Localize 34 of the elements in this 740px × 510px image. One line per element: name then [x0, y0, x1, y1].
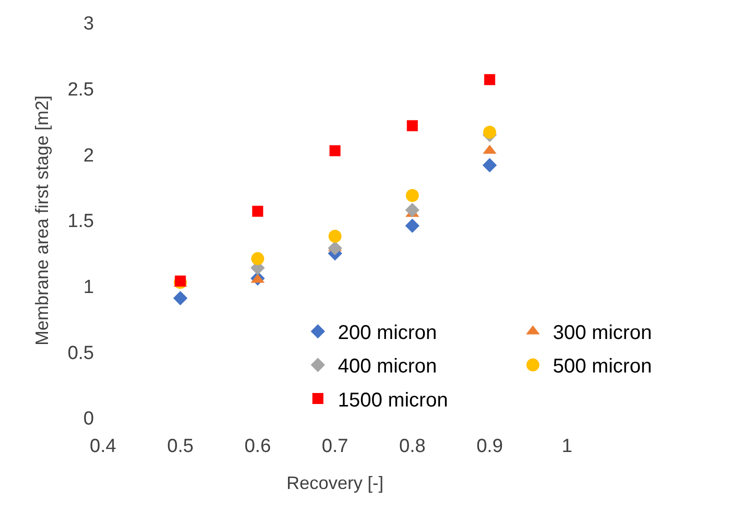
point — [251, 252, 264, 266]
legend-label: 300 micron — [552, 322, 652, 344]
x-axis-title: Recovery [-] — [286, 473, 384, 494]
x-tick-label: 0.5 — [167, 436, 194, 457]
point — [482, 158, 497, 172]
point — [483, 126, 496, 139]
y-tick-label: 1 — [83, 276, 94, 298]
y-tick-label: 0 — [83, 408, 94, 430]
point — [406, 188, 419, 202]
point — [328, 241, 342, 256]
legend-label: 200 micron — [338, 322, 437, 344]
point — [406, 120, 418, 132]
x-tick-label: 1 — [562, 436, 572, 457]
legend-label: 500 micron — [552, 356, 652, 378]
legend-label: 400 micron — [338, 356, 437, 378]
y-tick-label: 2 — [83, 145, 94, 166]
x-tick-label: 0.7 — [322, 436, 348, 457]
y-tick-label: 3 — [83, 14, 94, 35]
x-tick-label: 0.8 — [399, 436, 426, 457]
legend-label: 1500 micron — [338, 389, 448, 412]
point — [405, 202, 420, 218]
y-tick-label: 0.5 — [68, 342, 94, 364]
y-tick-label: 2.5 — [68, 79, 94, 100]
x-tick-label: 0.4 — [90, 436, 117, 457]
point — [328, 230, 342, 243]
point — [252, 206, 264, 217]
y-axis-title: Membrane area first stage [m2] — [32, 95, 52, 346]
x-tick-label: 0.9 — [476, 436, 503, 457]
point — [405, 218, 420, 233]
x-tick-label: 0.6 — [244, 436, 271, 457]
point — [330, 145, 340, 156]
point — [484, 74, 496, 86]
y-tick-label: 1.5 — [68, 211, 94, 232]
point — [173, 291, 188, 306]
